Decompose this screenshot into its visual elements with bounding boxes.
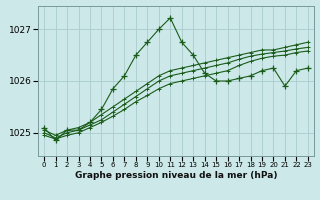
X-axis label: Graphe pression niveau de la mer (hPa): Graphe pression niveau de la mer (hPa) bbox=[75, 171, 277, 180]
